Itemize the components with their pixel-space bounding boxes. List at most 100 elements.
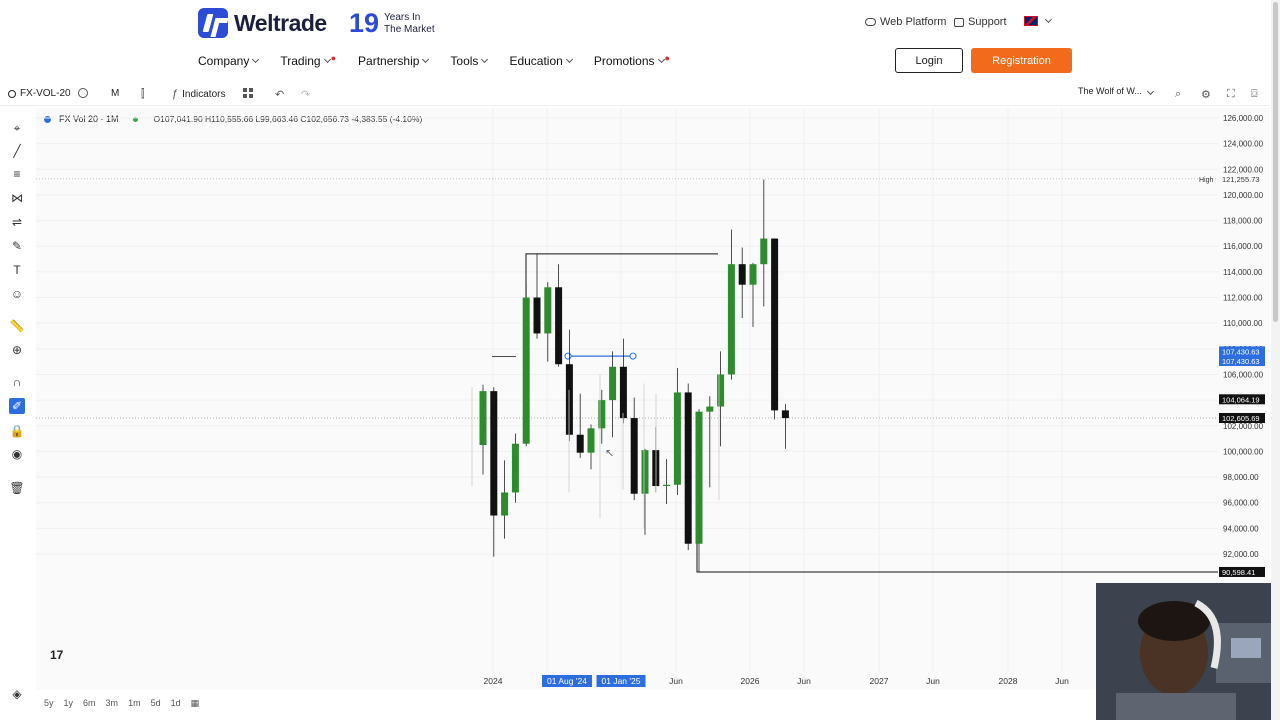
y-tick-label: 106,000.00 xyxy=(1223,370,1264,379)
indicators-button[interactable]: ƒ Indicators xyxy=(172,88,225,100)
chart-type-button[interactable]: ⫿ xyxy=(141,88,145,101)
candle-body xyxy=(522,297,530,444)
indicators-icon: ƒ xyxy=(172,88,179,100)
candle-body xyxy=(663,484,671,487)
account-selector[interactable]: The Wolf of W... xyxy=(1078,86,1155,96)
page-scrollbar[interactable] xyxy=(1271,0,1280,720)
uk-flag-icon xyxy=(1024,16,1038,26)
range-5d[interactable]: 5d xyxy=(150,698,161,708)
candle-body xyxy=(771,238,779,411)
candle-body xyxy=(695,411,703,544)
range-1m[interactable]: 1m xyxy=(128,698,141,708)
time-axis[interactable]: 2024 01 Aug '24 01 Jan '25 Jun 2026 Jun 2027 Ju… xyxy=(36,672,1270,688)
y-tick-label: 122,000.00 xyxy=(1223,165,1264,174)
add-symbol-button[interactable] xyxy=(78,88,88,98)
chevron-down-icon xyxy=(657,55,665,64)
brand-name: Weltrade xyxy=(234,9,327,36)
chevron-down-icon xyxy=(565,55,573,64)
layouts-button[interactable] xyxy=(243,88,253,98)
pencil-lock-icon: ✐ xyxy=(11,399,23,413)
drawn-resistance-line xyxy=(525,253,718,330)
zoom-button[interactable]: ⌕ xyxy=(1175,88,1181,101)
webcam-person-image xyxy=(1096,583,1280,720)
object-tree-tool[interactable]: ◈ xyxy=(9,686,25,702)
years-line1: Years In xyxy=(384,11,421,23)
legend-ohlc: O107,041.90 H110,555.66 L99,663.46 C102,… xyxy=(153,114,423,124)
text-tool[interactable]: T xyxy=(9,262,25,278)
nav-education[interactable]: Education xyxy=(509,54,573,68)
symbol-search[interactable]: FX-VOL-20 xyxy=(8,88,71,99)
nav-promotions[interactable]: Promotions ● xyxy=(594,53,670,68)
brand-logo[interactable]: Weltrade xyxy=(198,8,327,38)
range-5y[interactable]: 5y xyxy=(44,698,54,708)
nav-trading[interactable]: Trading ● xyxy=(280,53,336,68)
price-chart[interactable]: FX Vol 20 · 1M O107,041.90 H110,555.66 L… xyxy=(36,86,1270,690)
remove-drawings-tool[interactable]: 🗑 xyxy=(9,480,25,496)
nav-company[interactable]: Company xyxy=(198,54,260,68)
nav-tools[interactable]: Tools xyxy=(450,54,489,68)
candle-body xyxy=(511,443,519,493)
range-3m[interactable]: 3m xyxy=(105,698,119,708)
chevron-down-icon xyxy=(1147,87,1155,96)
line-handle xyxy=(564,352,572,360)
countdown-price-label: 104,064.19 xyxy=(1222,395,1260,404)
range-6m[interactable]: 6m xyxy=(83,698,96,708)
search-icon xyxy=(8,89,16,98)
prediction-tool[interactable]: ⇌ xyxy=(9,214,25,230)
interval-button[interactable]: M xyxy=(111,88,119,99)
settings-button[interactable]: ⚙ xyxy=(1201,88,1211,101)
undo-icon: ↶ xyxy=(275,89,285,101)
hide-tool[interactable]: ◉ xyxy=(9,446,25,462)
fib-tool[interactable]: ≡ xyxy=(9,166,25,182)
login-button[interactable]: Login xyxy=(895,48,963,73)
chevron-down-icon xyxy=(481,55,489,64)
chart-legend: FX Vol 20 · 1M O107,041.90 H110,555.66 L… xyxy=(44,114,422,124)
lock-tool[interactable]: 🔒 xyxy=(9,423,25,439)
ruler-tool[interactable]: 📏 xyxy=(9,318,25,334)
indicators-label: Indicators xyxy=(182,88,226,100)
y-tick-label: 94,000.00 xyxy=(1223,524,1259,533)
x-tick-label: Jun xyxy=(797,676,811,686)
range-bar: 5y 1y 6m 3m 1m 5d 1d ▦ xyxy=(44,698,199,709)
page-scrollbar-thumb[interactable] xyxy=(1273,2,1278,322)
x-tick-label: 2027 xyxy=(869,676,889,686)
candle-body xyxy=(587,428,595,453)
nav-label: Trading xyxy=(280,54,321,68)
site-header: Weltrade 19 Years In The Market Web Plat… xyxy=(0,0,1280,84)
nav-partnership[interactable]: Partnership xyxy=(358,54,430,68)
stay-drawing-tool[interactable]: ✐ xyxy=(9,398,25,414)
chevron-down-icon xyxy=(1044,15,1053,24)
zoom-in-tool[interactable]: ⊕ xyxy=(9,342,25,358)
emoji-tool[interactable]: ☺ xyxy=(9,286,25,302)
candle-body xyxy=(555,287,563,365)
redo-button[interactable]: ↷ xyxy=(301,88,310,101)
cursor-tool[interactable]: ⌖ xyxy=(9,120,25,136)
date-range-icon[interactable]: ▦ xyxy=(190,698,200,708)
fullscreen-button[interactable]: ⛶ xyxy=(1227,88,1235,101)
language-selector[interactable] xyxy=(1024,15,1053,26)
brush-tool[interactable]: ✎ xyxy=(9,238,25,254)
x-tick-label: Jun xyxy=(926,676,940,686)
undo-button[interactable]: ↶ xyxy=(275,88,284,101)
range-1d[interactable]: 1d xyxy=(170,698,181,708)
selection-price-label-bg xyxy=(1219,356,1265,367)
chart-canvas[interactable]: 126,000.00 124,000.00 122,000.00 120,000.00… xyxy=(36,108,1270,672)
chat-icon xyxy=(954,17,964,27)
registration-button[interactable]: Registration xyxy=(971,48,1072,73)
candle-body xyxy=(565,364,573,435)
snapshot-button[interactable]: ⌼ xyxy=(1251,88,1258,101)
x-tick-label: 2028 xyxy=(998,676,1018,686)
trendline-tool[interactable]: ╱ xyxy=(9,143,25,159)
years-caption: Years In The Market xyxy=(384,12,435,36)
support-link[interactable]: Support xyxy=(954,16,1007,28)
range-1y[interactable]: 1y xyxy=(63,698,74,708)
magnet-tool[interactable]: ∩ xyxy=(9,374,25,390)
symbol-logo-icon xyxy=(44,115,51,123)
web-platform-link[interactable]: Web Platform xyxy=(865,16,946,28)
drawing-tools: ⌖ ╱ ≡ ⋈ ⇌ ✎ T ☺ 📏 ⊕ ∩ ✐ 🔒 ◉ 🗑 ◈ xyxy=(0,108,36,720)
selection-price-label: 107,430.63 xyxy=(1222,357,1260,366)
line-handle xyxy=(629,352,637,360)
pattern-tool[interactable]: ⋈ xyxy=(9,190,25,206)
market-status-icon xyxy=(132,116,138,122)
magnet-icon: ∩ xyxy=(12,375,22,389)
